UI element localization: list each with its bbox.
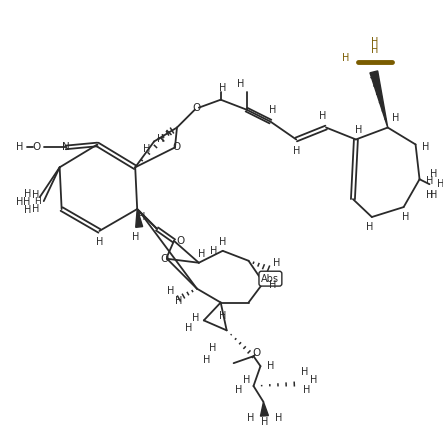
Text: H: H: [303, 385, 310, 395]
Text: H: H: [144, 144, 151, 155]
Text: H: H: [269, 104, 276, 115]
Polygon shape: [260, 402, 268, 416]
Polygon shape: [370, 71, 388, 128]
Text: H: H: [16, 143, 23, 152]
Text: O: O: [193, 103, 201, 113]
Text: H: H: [237, 79, 244, 89]
Text: O: O: [160, 254, 168, 264]
Text: H: H: [402, 212, 409, 222]
Text: H: H: [430, 169, 437, 179]
Text: H: H: [96, 237, 103, 247]
Text: H: H: [139, 212, 146, 222]
Text: H: H: [426, 176, 433, 186]
Text: H: H: [192, 313, 199, 324]
Text: H: H: [175, 295, 183, 306]
Text: H: H: [24, 189, 31, 199]
Text: H: H: [32, 190, 39, 200]
Text: H: H: [426, 190, 433, 200]
Text: H: H: [247, 413, 254, 423]
Text: H: H: [319, 110, 327, 121]
Text: H: H: [219, 237, 226, 247]
Text: H: H: [167, 285, 175, 296]
Text: H: H: [185, 324, 193, 333]
Text: H: H: [35, 196, 41, 205]
Text: H: H: [23, 197, 31, 207]
Text: H: H: [261, 417, 268, 427]
Text: H: H: [269, 279, 276, 290]
Text: H: H: [371, 37, 378, 47]
Text: H: H: [311, 375, 318, 385]
Text: H: H: [292, 146, 300, 156]
Text: O: O: [33, 143, 41, 152]
Text: O: O: [173, 143, 181, 152]
Text: O: O: [253, 348, 260, 358]
Text: H: H: [273, 258, 280, 268]
Text: O: O: [177, 236, 185, 246]
Text: H: H: [267, 361, 274, 371]
Text: H: H: [157, 134, 165, 145]
Polygon shape: [136, 209, 143, 227]
Text: H: H: [437, 179, 443, 189]
Text: H: H: [16, 197, 23, 207]
Text: H: H: [342, 53, 350, 63]
Text: H: H: [219, 83, 226, 93]
Text: H: H: [198, 249, 206, 259]
Text: H: H: [32, 204, 39, 214]
Text: H: H: [243, 375, 250, 385]
Text: H: H: [210, 246, 218, 256]
Text: H: H: [366, 222, 373, 232]
Text: H: H: [422, 143, 429, 152]
Text: H: H: [371, 45, 378, 55]
Text: H: H: [235, 385, 242, 395]
Text: H: H: [300, 367, 308, 377]
Text: H: H: [275, 413, 282, 423]
Text: H: H: [24, 205, 31, 215]
Text: H: H: [430, 190, 437, 200]
Text: H: H: [132, 232, 139, 242]
Text: H: H: [219, 312, 226, 321]
Text: H: H: [355, 125, 362, 134]
Text: N: N: [62, 143, 70, 152]
Text: Abs: Abs: [261, 273, 280, 284]
Text: H: H: [203, 355, 210, 365]
Text: H: H: [209, 343, 217, 353]
Text: H: H: [392, 113, 400, 122]
